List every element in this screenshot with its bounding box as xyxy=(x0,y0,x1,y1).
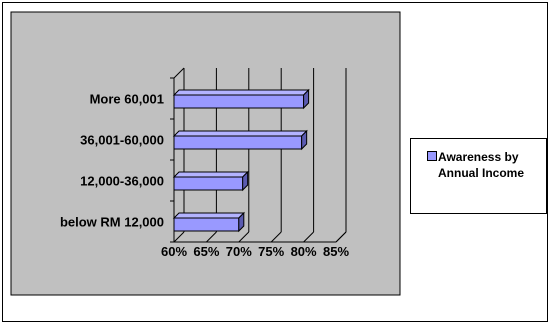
bar xyxy=(173,176,244,191)
floor-gridline xyxy=(303,231,314,243)
x-tick-label: 60% xyxy=(161,244,187,259)
floor-right-edge xyxy=(335,231,347,243)
category-label: 12,000-36,000 xyxy=(80,174,164,189)
legend-swatch xyxy=(427,151,437,161)
category-label: More 60,001 xyxy=(90,92,164,107)
labels: below RM 12,000 12,000-36,000 36,001-60,00… xyxy=(60,92,349,260)
floor-gridline xyxy=(173,231,185,243)
bar-side xyxy=(301,129,308,151)
legend: Awareness by Annual Income xyxy=(410,138,547,214)
x-tick-label: 70% xyxy=(226,244,252,259)
x-tick-label: 65% xyxy=(193,244,219,259)
bar-side xyxy=(303,88,310,110)
bar-top xyxy=(172,89,310,96)
floor-gridline xyxy=(270,231,282,243)
category-label: 36,001-60,000 xyxy=(80,133,164,148)
bar-top xyxy=(172,130,308,137)
bar xyxy=(173,135,303,150)
floor-gridline xyxy=(206,231,217,243)
bar-top xyxy=(172,171,249,178)
category-label: below RM 12,000 xyxy=(60,215,164,230)
bar-top xyxy=(172,212,246,219)
floor-gridline xyxy=(238,231,250,243)
bar xyxy=(173,94,305,109)
bar xyxy=(173,217,240,232)
plot-back-wall xyxy=(184,68,346,232)
legend-label: Awareness by Annual Income xyxy=(438,150,525,180)
x-tick-label: 75% xyxy=(258,244,284,259)
bars xyxy=(172,88,310,233)
left-wall-top xyxy=(173,67,185,79)
x-tick-label: 80% xyxy=(291,244,317,259)
x-tick-label: 85% xyxy=(323,244,349,259)
bar-side xyxy=(238,211,245,233)
bar-side xyxy=(242,170,249,192)
